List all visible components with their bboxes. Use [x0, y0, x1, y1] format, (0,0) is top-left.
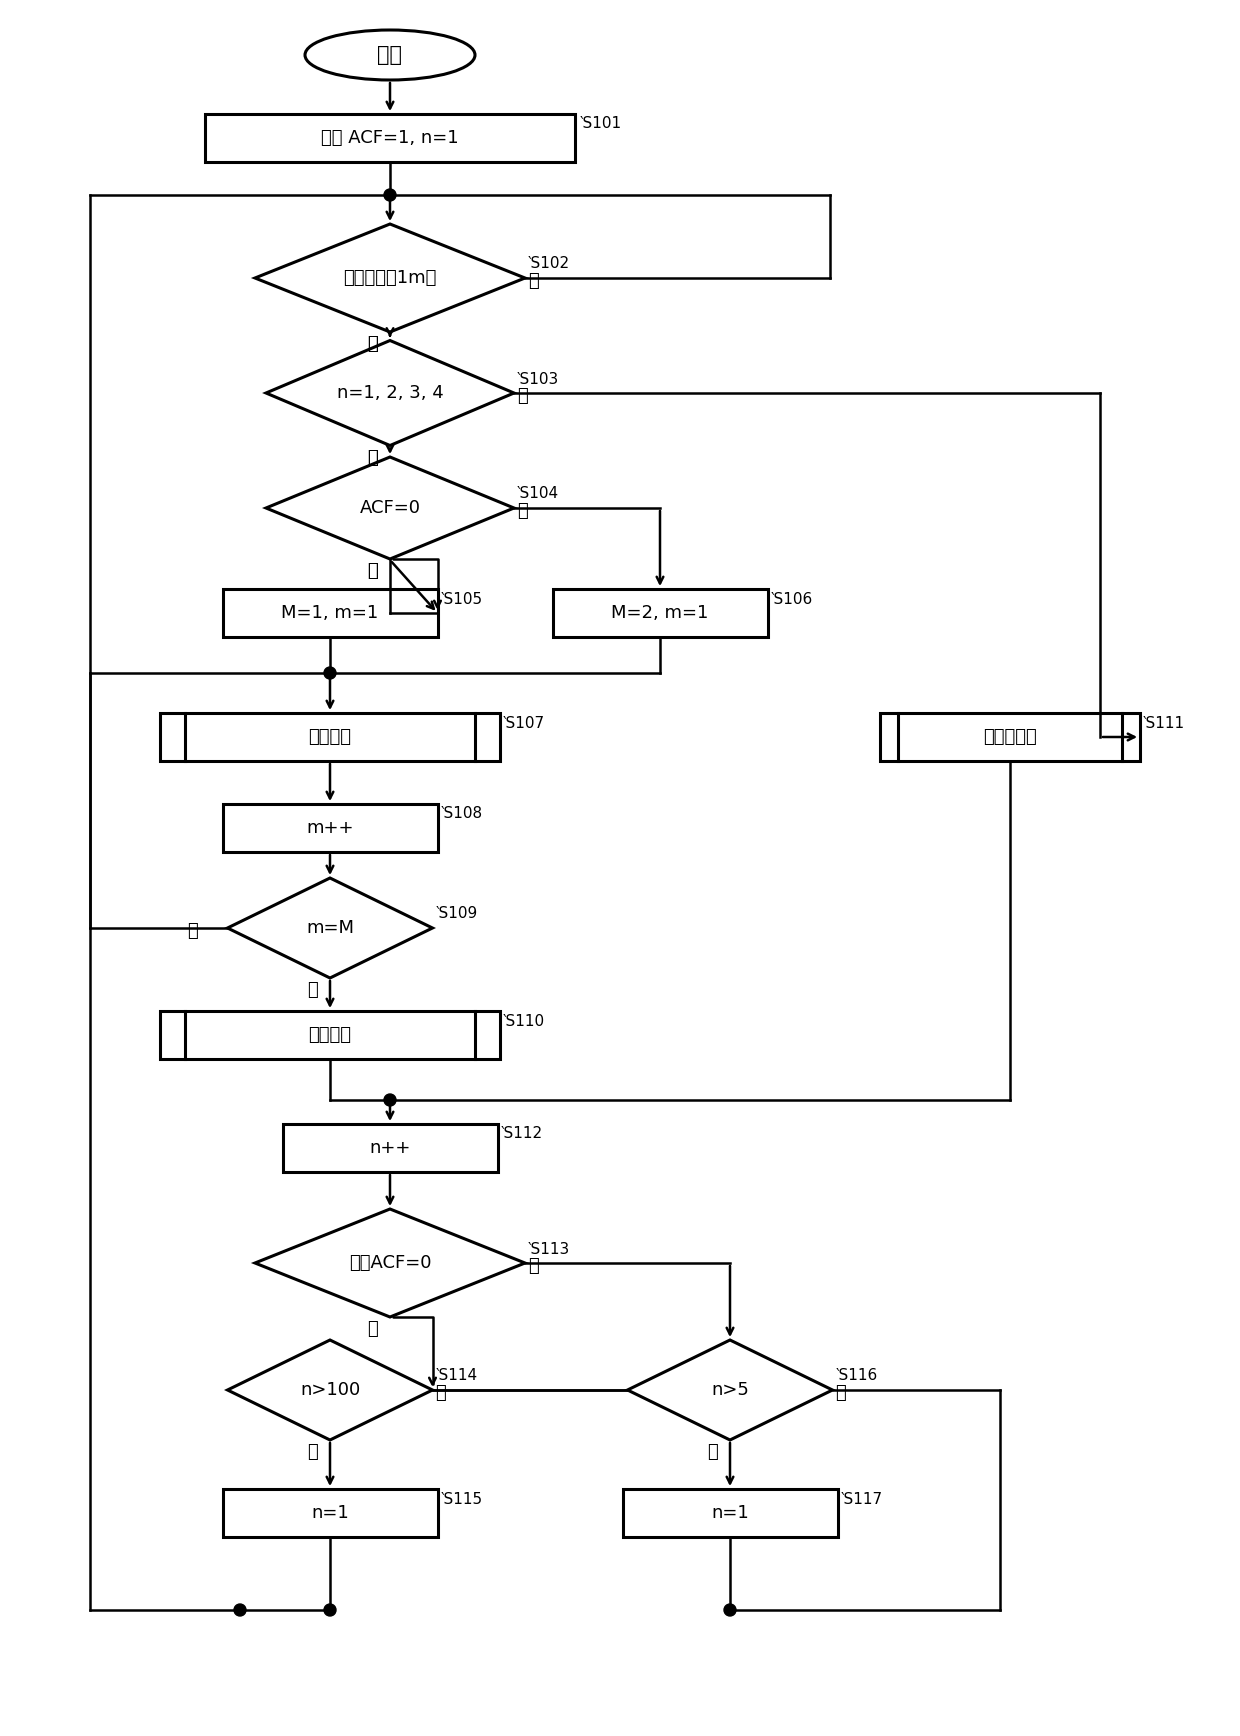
Polygon shape [227, 878, 433, 977]
Text: ‵S103: ‵S103 [517, 372, 559, 387]
Circle shape [234, 1604, 246, 1616]
Text: 所有ACF=0: 所有ACF=0 [348, 1253, 432, 1272]
Text: M=2, m=1: M=2, m=1 [611, 604, 709, 621]
Text: n++: n++ [370, 1139, 410, 1156]
Text: 是: 是 [367, 562, 377, 580]
Text: ‵S104: ‵S104 [517, 486, 559, 502]
Text: 否: 否 [517, 502, 528, 521]
Polygon shape [227, 1340, 433, 1439]
Circle shape [324, 667, 336, 679]
Text: 失调消除: 失调消除 [309, 727, 351, 746]
Text: ‵S105: ‵S105 [440, 592, 482, 606]
Text: 信道切换: 信道切换 [309, 1026, 351, 1043]
Text: 是: 是 [707, 1443, 718, 1462]
Text: ‵S114: ‵S114 [435, 1368, 477, 1384]
Text: 否: 否 [528, 1257, 538, 1274]
Text: ‵S115: ‵S115 [440, 1491, 482, 1507]
Text: 否: 否 [517, 387, 528, 404]
Text: 所有 ACF=1, n=1: 所有 ACF=1, n=1 [321, 128, 459, 148]
Text: n>5: n>5 [711, 1382, 749, 1399]
Text: 是: 是 [367, 448, 377, 467]
Text: ‵S101: ‵S101 [580, 116, 622, 132]
Bar [222, 804, 438, 852]
Text: ‵S112: ‵S112 [501, 1127, 543, 1142]
Bar [880, 713, 1140, 760]
Circle shape [384, 1094, 396, 1106]
Text: ‵S111: ‵S111 [1143, 715, 1185, 731]
Text: ‵S113: ‵S113 [528, 1241, 570, 1257]
Text: n=1: n=1 [311, 1503, 348, 1522]
Circle shape [384, 189, 396, 201]
Text: ‵S106: ‵S106 [770, 592, 812, 606]
Text: ‵S108: ‵S108 [440, 807, 482, 821]
Bar [222, 589, 438, 637]
Bar [622, 1489, 837, 1536]
Text: 是: 是 [367, 1319, 377, 1338]
Polygon shape [255, 224, 525, 332]
Text: ‵S117: ‵S117 [841, 1491, 883, 1507]
Circle shape [324, 1604, 336, 1616]
Text: M=1, m=1: M=1, m=1 [281, 604, 378, 621]
Text: n>100: n>100 [300, 1382, 360, 1399]
Text: ‵S102: ‵S102 [528, 257, 570, 271]
Text: 开始: 开始 [377, 45, 403, 64]
Text: n=1: n=1 [711, 1503, 749, 1522]
Bar [205, 115, 575, 161]
Text: 计时器到达1m秒: 计时器到达1m秒 [343, 269, 436, 286]
Text: 是: 是 [367, 448, 377, 467]
Text: 是: 是 [367, 335, 377, 352]
Text: 否: 否 [528, 273, 538, 290]
Text: ACF=0: ACF=0 [360, 498, 420, 517]
Text: 是: 是 [306, 1443, 317, 1462]
Bar [222, 1489, 438, 1536]
Text: 是: 是 [306, 981, 317, 998]
Text: ‵S116: ‵S116 [836, 1368, 878, 1384]
Text: ‵S109: ‵S109 [435, 906, 477, 922]
Text: 是: 是 [367, 562, 377, 580]
Polygon shape [267, 457, 515, 559]
Text: m=M: m=M [306, 918, 353, 937]
Text: 其它的处理: 其它的处理 [983, 727, 1037, 746]
Polygon shape [267, 340, 515, 446]
Polygon shape [255, 1208, 525, 1318]
Circle shape [724, 1604, 737, 1616]
Polygon shape [627, 1340, 832, 1439]
Bar [160, 713, 500, 760]
Bar [283, 1123, 497, 1172]
Ellipse shape [305, 30, 475, 80]
Text: 否: 否 [836, 1384, 846, 1403]
Text: ‵S110: ‵S110 [503, 1014, 546, 1028]
Text: n=1, 2, 3, 4: n=1, 2, 3, 4 [336, 384, 444, 403]
Bar [553, 589, 768, 637]
Text: 是: 是 [367, 335, 377, 352]
Bar [160, 1010, 500, 1059]
Text: 否: 否 [435, 1384, 446, 1403]
Text: m++: m++ [306, 819, 353, 837]
Text: ‵S107: ‵S107 [503, 715, 546, 731]
Text: 否: 否 [187, 922, 197, 939]
